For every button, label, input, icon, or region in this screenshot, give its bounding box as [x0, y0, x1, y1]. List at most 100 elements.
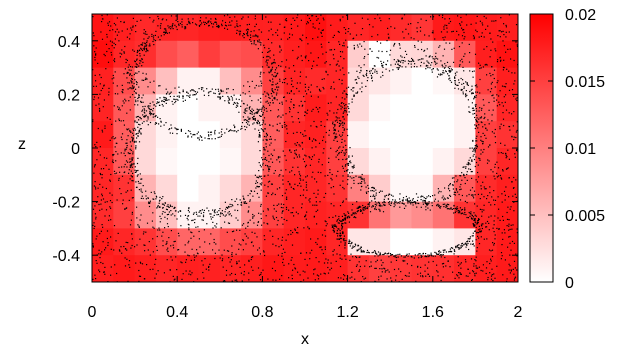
particle-dot: [95, 216, 97, 218]
particle-dot: [423, 50, 425, 52]
particle-dot: [139, 131, 141, 133]
particle-dot: [384, 195, 386, 197]
particle-dot: [198, 230, 200, 233]
particle-dot: [237, 105, 239, 107]
particle-dot: [138, 129, 140, 131]
particle-dot: [317, 189, 319, 191]
particle-dot: [353, 164, 355, 166]
particle-dot: [269, 124, 271, 126]
particle-dot: [93, 85, 95, 87]
particle-dot: [447, 197, 449, 199]
particle-dot: [300, 55, 302, 57]
particle-dot: [475, 215, 477, 217]
particle-dot: [313, 269, 315, 271]
particle-dot: [336, 63, 338, 65]
particle-dot: [126, 28, 128, 30]
particle-dot: [441, 16, 444, 19]
particle-dot: [428, 275, 431, 277]
particle-dot: [100, 173, 102, 176]
particle-dot: [254, 128, 256, 130]
particle-dot: [147, 50, 149, 52]
particle-dot: [341, 141, 343, 143]
particle-dot: [333, 88, 335, 90]
particle-dot: [342, 124, 344, 126]
particle-dot: [225, 208, 227, 210]
particle-dot: [256, 185, 258, 187]
particle-dot: [297, 226, 299, 229]
particle-dot: [356, 44, 359, 46]
particle-dot: [165, 31, 167, 34]
particle-dot: [361, 45, 363, 47]
heatmap-cell: [432, 94, 455, 122]
particle-dot: [124, 163, 126, 166]
heatmap-cell: [305, 201, 327, 229]
particle-dot: [305, 176, 307, 178]
particle-dot: [365, 191, 367, 193]
particle-dot: [374, 208, 376, 210]
particle-dot: [266, 56, 268, 58]
particle-dot: [178, 249, 180, 251]
particle-dot: [272, 78, 274, 80]
particle-dot: [474, 145, 476, 147]
particle-dot: [489, 144, 491, 146]
particle-dot: [109, 139, 111, 141]
particle-dot: [266, 165, 269, 167]
particle-dot: [353, 182, 355, 184]
particle-dot: [320, 43, 322, 45]
particle-dot: [464, 207, 466, 209]
particle-dot: [92, 245, 94, 247]
particle-dot: [252, 35, 254, 37]
heatmap-cell: [198, 67, 221, 95]
particle-dot: [434, 194, 436, 196]
particle-dot: [314, 204, 316, 206]
particle-dot: [312, 15, 314, 17]
particle-dot: [353, 213, 355, 215]
particle-dot: [187, 254, 189, 256]
particle-dot: [135, 31, 137, 33]
particle-dot: [181, 24, 183, 26]
particle-dot: [274, 96, 276, 99]
particle-dot: [342, 92, 344, 94]
particle-dot: [248, 279, 250, 281]
particle-dot: [459, 175, 461, 177]
particle-dot: [204, 21, 206, 24]
particle-dot: [458, 82, 460, 84]
particle-dot: [356, 250, 358, 252]
particle-dot: [330, 102, 332, 104]
particle-dot: [236, 32, 238, 34]
particle-dot: [458, 248, 460, 250]
particle-dot: [329, 64, 331, 66]
particle-dot: [374, 206, 377, 208]
particle-dot: [123, 102, 125, 104]
particle-dot: [101, 251, 103, 253]
particle-dot: [153, 39, 155, 41]
particle-dot: [480, 153, 482, 155]
particle-dot: [410, 203, 412, 205]
particle-dot: [244, 202, 246, 204]
particle-dot: [299, 82, 301, 84]
particle-dot: [330, 262, 332, 264]
particle-dot: [505, 153, 507, 155]
particle-dot: [240, 202, 242, 204]
particle-dot: [413, 60, 415, 62]
particle-dot: [347, 31, 349, 33]
particle-dot: [399, 206, 401, 208]
particle-dot: [153, 191, 155, 193]
particle-dot: [488, 201, 490, 203]
particle-dot: [181, 26, 183, 28]
particle-dot: [494, 204, 496, 206]
particle-dot: [159, 39, 161, 41]
particle-dot: [426, 204, 428, 206]
particle-dot: [97, 62, 99, 64]
colorbar-tick-label: 0: [565, 275, 574, 292]
particle-dot: [244, 108, 246, 110]
particle-dot: [343, 58, 345, 60]
particle-dot: [360, 209, 362, 211]
particle-dot: [145, 51, 147, 53]
particle-dot: [177, 232, 180, 234]
particle-dot: [318, 28, 320, 30]
particle-dot: [479, 78, 481, 81]
particle-dot: [334, 125, 336, 127]
particle-dot: [132, 151, 134, 153]
heatmap-cell: [305, 148, 327, 176]
